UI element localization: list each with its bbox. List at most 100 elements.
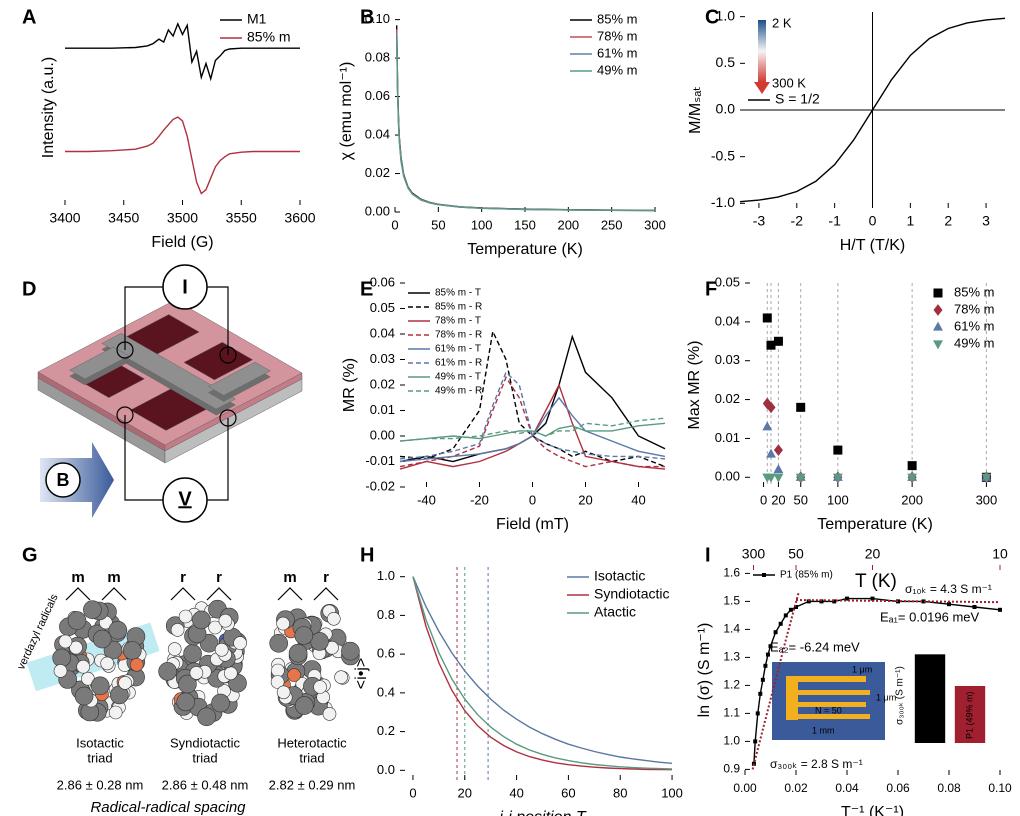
x-tick-label: 3450 (108, 210, 139, 226)
x-tick-label: 0 (529, 492, 536, 507)
series-line (65, 116, 300, 195)
legend-label: Atactic (594, 604, 636, 620)
atom (192, 610, 211, 630)
marker (794, 605, 798, 609)
y-tick-label: 0.01 (715, 430, 740, 445)
x-tick-label: 0 (869, 213, 877, 229)
x-tick-label: 3400 (49, 210, 80, 226)
wire (124, 286, 163, 350)
x2-tick-label: 50 (788, 546, 804, 562)
x-tick-label: 50 (793, 492, 807, 507)
dyad-bracket (277, 587, 303, 601)
atom (129, 657, 144, 672)
dyad-bracket (313, 587, 339, 601)
x-tick-label: 300 (644, 217, 666, 232)
y-tick-label: 0.04 (715, 313, 740, 328)
marker (788, 607, 793, 612)
panel-label: C (705, 6, 719, 28)
y-tick-label: 1.0 (723, 734, 740, 748)
marker (947, 602, 951, 607)
x-axis-label: i-j position T (499, 809, 586, 816)
x-tick-label: 250 (601, 217, 623, 232)
marker (760, 677, 765, 682)
marker (762, 313, 772, 323)
electrode (207, 361, 271, 396)
y-tick-label: 0.08 (365, 50, 390, 65)
x-tick-label: 20 (578, 492, 592, 507)
y-tick-label: -0.01 (365, 453, 395, 468)
electrode (69, 346, 130, 380)
atom (176, 692, 195, 712)
atom (326, 611, 341, 626)
marker (998, 607, 1002, 612)
marker (768, 644, 773, 649)
legend-label: 49% m (597, 62, 637, 77)
legend-label: 85% m (597, 11, 637, 26)
panel-label: B (360, 6, 374, 28)
x-tick-label: 50 (431, 217, 445, 232)
annotation: N = 50 (815, 705, 842, 715)
y-tick-label: 0.01 (370, 402, 395, 417)
atom (76, 659, 90, 674)
atom (100, 656, 114, 671)
x2-tick-label: 10 (992, 546, 1008, 562)
x-tick-label: 100 (661, 785, 683, 800)
atom (92, 629, 112, 649)
marker (907, 473, 918, 483)
atom (158, 662, 177, 681)
marker (921, 599, 926, 604)
atom (334, 670, 348, 685)
x2-tick-label: 300 (742, 546, 766, 562)
series-line (399, 334, 666, 463)
dyad-label: m (107, 569, 120, 586)
triad-label: Isotactic (76, 735, 124, 750)
x-axis-label: H/T (T/K) (840, 237, 905, 254)
atom (197, 707, 216, 727)
x-tick-label: 100 (471, 217, 493, 232)
temperature-gradient (758, 20, 766, 82)
marker (783, 613, 788, 618)
legend-label: 61% m (954, 318, 994, 333)
y-tick-label: 0.10 (365, 11, 390, 26)
x-tick-label: 2 (944, 213, 952, 229)
annotation: 2 K (772, 15, 792, 30)
dyad-bracket (65, 587, 91, 601)
electrode (101, 333, 236, 410)
marker (766, 473, 776, 483)
atom (74, 686, 94, 706)
y-tick-label: 1.3 (723, 650, 740, 664)
marker (773, 444, 783, 456)
marker (773, 630, 778, 635)
atom (269, 633, 289, 653)
marker (758, 691, 763, 696)
legend-label: Syndiotactic (594, 586, 669, 602)
annotation: T (K) (855, 571, 897, 592)
y-tick-label: 1.4 (723, 622, 740, 636)
dyad-bracket (170, 587, 196, 601)
legend-label: S = 1/2 (775, 91, 820, 107)
atom (341, 641, 360, 661)
marker (773, 336, 783, 346)
contact (219, 409, 237, 427)
x-tick-label: 0.02 (784, 781, 808, 795)
series-line (65, 21, 300, 82)
x-tick-label: 0 (391, 217, 398, 232)
contact (116, 341, 134, 359)
y-axis-label: σ₃₀₀ₖ (S m⁻¹) (895, 666, 906, 725)
atom (218, 613, 233, 628)
dyad-label: m (283, 569, 296, 586)
marker (896, 599, 900, 604)
y-tick-label: 0.06 (370, 274, 395, 289)
atom (271, 663, 285, 678)
bar (954, 686, 986, 743)
dyad-bracket (101, 587, 127, 601)
marker (762, 421, 773, 431)
atom (108, 620, 128, 640)
current-label: I (182, 276, 188, 298)
marker (766, 401, 776, 414)
x-tick-label: 40 (631, 492, 645, 507)
series-line (396, 38, 656, 212)
y-tick-label: 1.6 (723, 566, 740, 580)
marker (763, 663, 768, 668)
